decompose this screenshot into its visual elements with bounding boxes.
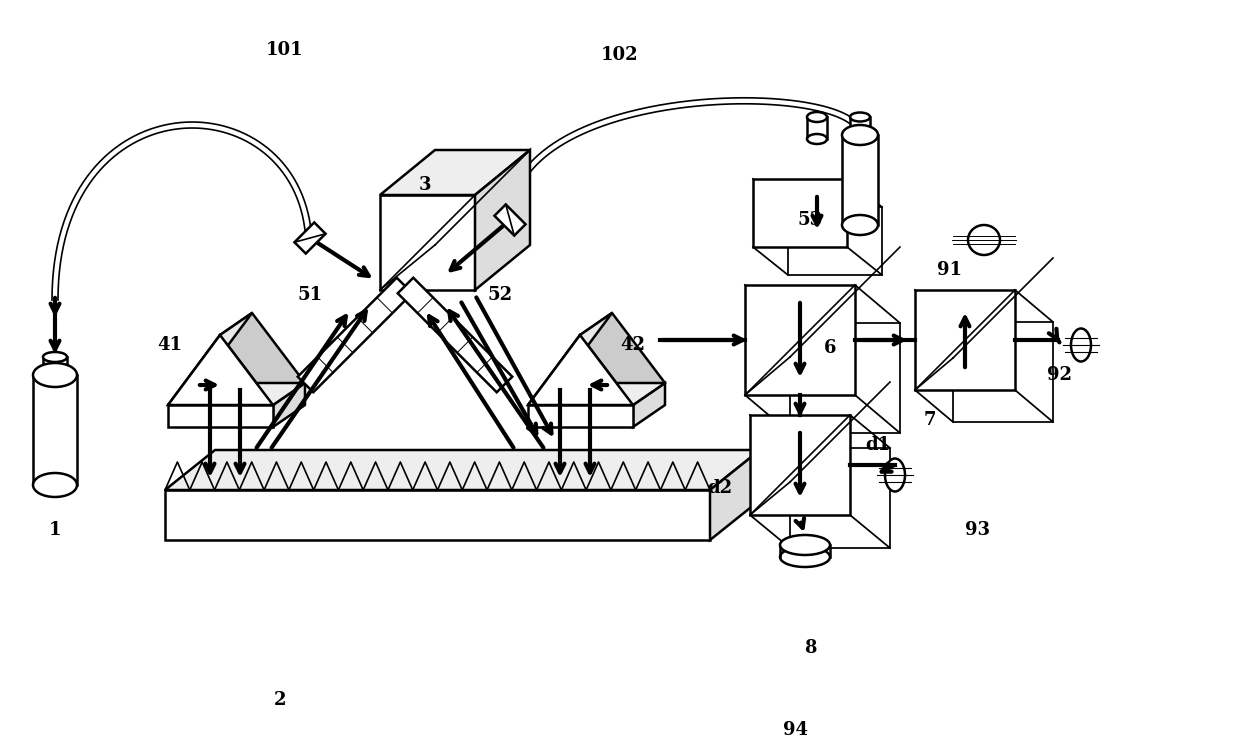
Ellipse shape: [807, 134, 827, 144]
Text: 53: 53: [797, 211, 822, 229]
Ellipse shape: [885, 459, 905, 492]
Bar: [842, 135, 878, 225]
Polygon shape: [711, 450, 760, 540]
Text: 42: 42: [620, 336, 646, 354]
Text: 93: 93: [966, 521, 991, 539]
Polygon shape: [165, 490, 711, 540]
Text: d1: d1: [866, 436, 890, 454]
Text: 1: 1: [48, 521, 61, 539]
Polygon shape: [750, 415, 849, 515]
Polygon shape: [528, 335, 632, 405]
Polygon shape: [165, 450, 760, 490]
Polygon shape: [745, 285, 856, 395]
Bar: [849, 117, 870, 135]
Ellipse shape: [968, 225, 999, 255]
Polygon shape: [475, 150, 529, 290]
Text: 2: 2: [274, 691, 286, 709]
Bar: [807, 117, 827, 139]
Bar: [43, 357, 67, 375]
Ellipse shape: [780, 535, 830, 555]
Text: 8: 8: [804, 639, 816, 657]
Polygon shape: [528, 405, 632, 427]
Ellipse shape: [33, 363, 77, 387]
Polygon shape: [167, 383, 305, 405]
Text: 102: 102: [601, 46, 639, 64]
Ellipse shape: [842, 125, 878, 145]
Ellipse shape: [33, 473, 77, 497]
Text: 92: 92: [1048, 366, 1073, 384]
Polygon shape: [528, 313, 613, 405]
Polygon shape: [379, 195, 475, 290]
Ellipse shape: [43, 352, 67, 362]
Polygon shape: [379, 150, 529, 195]
Text: 6: 6: [823, 339, 836, 357]
Text: d2: d2: [708, 479, 733, 497]
Text: 41: 41: [157, 336, 182, 354]
Polygon shape: [495, 205, 526, 235]
Polygon shape: [398, 277, 512, 393]
Polygon shape: [294, 223, 326, 253]
Bar: [33, 375, 77, 485]
Ellipse shape: [849, 113, 870, 122]
Polygon shape: [273, 383, 305, 427]
Polygon shape: [219, 313, 305, 405]
Polygon shape: [298, 277, 412, 393]
Ellipse shape: [780, 547, 830, 567]
Text: 91: 91: [937, 261, 962, 279]
Ellipse shape: [842, 215, 878, 235]
Ellipse shape: [807, 112, 827, 122]
Polygon shape: [915, 290, 1016, 390]
Text: 101: 101: [267, 41, 304, 59]
Polygon shape: [528, 383, 665, 405]
Polygon shape: [167, 405, 273, 427]
Text: 51: 51: [298, 286, 322, 304]
Text: 94: 94: [782, 721, 807, 739]
Polygon shape: [753, 179, 847, 247]
Text: 7: 7: [924, 411, 936, 429]
Ellipse shape: [1071, 329, 1091, 362]
Polygon shape: [167, 335, 273, 405]
Text: 3: 3: [419, 176, 432, 194]
Polygon shape: [580, 313, 665, 405]
Polygon shape: [167, 313, 252, 405]
Polygon shape: [632, 383, 665, 427]
Text: 52: 52: [487, 286, 512, 304]
